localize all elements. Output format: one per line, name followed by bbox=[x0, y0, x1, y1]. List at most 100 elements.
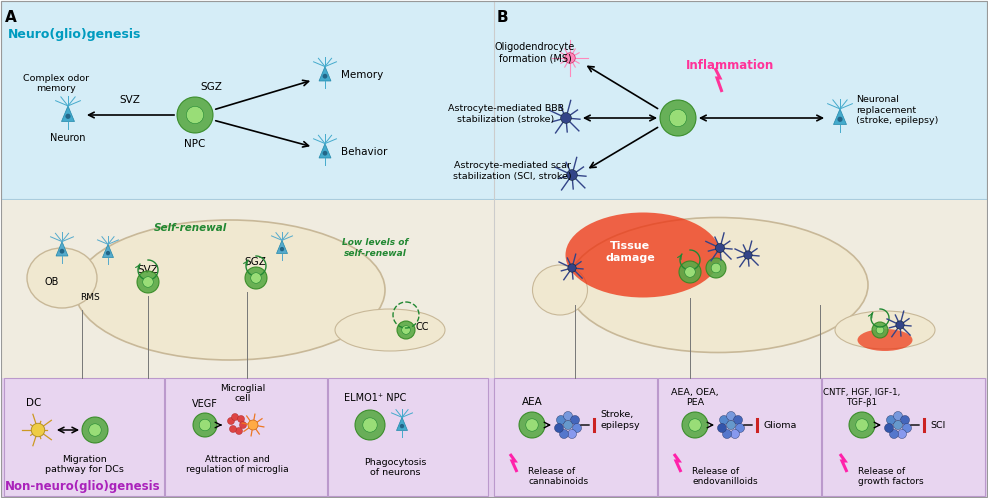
Polygon shape bbox=[103, 245, 114, 257]
Text: Release of
endovanilloids: Release of endovanilloids bbox=[692, 467, 758, 487]
Circle shape bbox=[251, 273, 261, 283]
Polygon shape bbox=[834, 109, 847, 124]
Circle shape bbox=[559, 429, 568, 439]
Circle shape bbox=[248, 420, 258, 430]
Text: Astrocyte-mediated BBB
stabilization (stroke): Astrocyte-mediated BBB stabilization (st… bbox=[448, 104, 564, 124]
Text: CNTF, HGF, IGF-1,
TGF-β1: CNTF, HGF, IGF-1, TGF-β1 bbox=[823, 387, 901, 407]
Circle shape bbox=[323, 151, 327, 155]
Polygon shape bbox=[56, 242, 68, 256]
Circle shape bbox=[565, 53, 575, 63]
Circle shape bbox=[397, 321, 415, 339]
FancyBboxPatch shape bbox=[1, 378, 987, 497]
Circle shape bbox=[669, 110, 687, 126]
Text: VEGF: VEGF bbox=[192, 399, 218, 409]
Ellipse shape bbox=[565, 213, 720, 297]
Ellipse shape bbox=[27, 248, 97, 308]
Circle shape bbox=[235, 427, 242, 434]
Circle shape bbox=[730, 429, 739, 439]
Polygon shape bbox=[396, 417, 407, 430]
Circle shape bbox=[402, 326, 410, 334]
Circle shape bbox=[679, 261, 701, 283]
FancyBboxPatch shape bbox=[165, 378, 327, 496]
Circle shape bbox=[567, 429, 577, 439]
Circle shape bbox=[719, 415, 728, 424]
Text: Neuro(glio)genesis: Neuro(glio)genesis bbox=[8, 28, 141, 41]
Text: SCI: SCI bbox=[930, 420, 946, 429]
Ellipse shape bbox=[835, 311, 935, 349]
Circle shape bbox=[363, 418, 377, 432]
Circle shape bbox=[886, 415, 895, 424]
Circle shape bbox=[893, 420, 902, 429]
FancyBboxPatch shape bbox=[1, 200, 987, 378]
Circle shape bbox=[200, 419, 210, 431]
Text: Astrocyte-mediated scar
stabilization (SCI, stroke): Astrocyte-mediated scar stabilization (S… bbox=[453, 161, 571, 181]
Text: Complex odor
memory: Complex odor memory bbox=[23, 74, 89, 93]
Circle shape bbox=[355, 410, 385, 440]
Ellipse shape bbox=[568, 218, 868, 353]
Circle shape bbox=[689, 419, 701, 431]
Circle shape bbox=[32, 423, 44, 437]
Circle shape bbox=[726, 411, 735, 420]
Circle shape bbox=[572, 423, 582, 432]
Circle shape bbox=[706, 258, 726, 278]
Circle shape bbox=[323, 74, 327, 79]
Circle shape bbox=[231, 413, 238, 420]
Text: SGZ: SGZ bbox=[200, 82, 222, 92]
Circle shape bbox=[685, 267, 696, 277]
Text: SGZ: SGZ bbox=[244, 257, 266, 267]
Circle shape bbox=[715, 244, 724, 252]
Text: Neuron: Neuron bbox=[50, 133, 86, 143]
Circle shape bbox=[900, 415, 910, 424]
Text: Microglial
cell: Microglial cell bbox=[220, 383, 266, 403]
Circle shape bbox=[554, 423, 563, 432]
Text: Phagocytosis
of neurons: Phagocytosis of neurons bbox=[364, 458, 426, 478]
Circle shape bbox=[682, 412, 708, 438]
Circle shape bbox=[711, 263, 721, 273]
Circle shape bbox=[59, 249, 64, 253]
Circle shape bbox=[227, 417, 234, 424]
Circle shape bbox=[82, 417, 108, 443]
Circle shape bbox=[142, 277, 153, 287]
FancyBboxPatch shape bbox=[4, 378, 164, 496]
Circle shape bbox=[245, 267, 267, 289]
Circle shape bbox=[89, 424, 101, 436]
Circle shape bbox=[229, 425, 236, 432]
Circle shape bbox=[560, 113, 571, 124]
Circle shape bbox=[526, 419, 538, 431]
Text: Neuronal
replacement
(stroke, epilepsy): Neuronal replacement (stroke, epilepsy) bbox=[856, 95, 939, 125]
Text: A: A bbox=[5, 10, 17, 25]
FancyBboxPatch shape bbox=[494, 378, 657, 496]
Circle shape bbox=[556, 415, 565, 424]
Text: Glioma: Glioma bbox=[763, 420, 796, 429]
Circle shape bbox=[106, 251, 111, 255]
Circle shape bbox=[897, 429, 907, 439]
Text: Non-neuro(glio)genesis: Non-neuro(glio)genesis bbox=[5, 480, 161, 493]
Circle shape bbox=[735, 423, 745, 432]
Circle shape bbox=[856, 419, 868, 431]
Circle shape bbox=[563, 420, 572, 429]
Circle shape bbox=[239, 421, 246, 428]
Text: Inflammation: Inflammation bbox=[686, 58, 775, 72]
Circle shape bbox=[717, 423, 726, 432]
Text: Attraction and
regulation of microglia: Attraction and regulation of microglia bbox=[186, 455, 288, 475]
Text: B: B bbox=[497, 10, 509, 25]
Ellipse shape bbox=[75, 220, 385, 360]
Circle shape bbox=[876, 326, 884, 334]
Circle shape bbox=[177, 97, 213, 133]
Text: OB: OB bbox=[44, 277, 59, 287]
Circle shape bbox=[65, 114, 70, 119]
Text: Behavior: Behavior bbox=[341, 147, 387, 157]
Polygon shape bbox=[277, 241, 288, 253]
FancyBboxPatch shape bbox=[822, 378, 985, 496]
Circle shape bbox=[400, 424, 404, 428]
Ellipse shape bbox=[335, 309, 445, 351]
Circle shape bbox=[889, 429, 898, 439]
Text: NPC: NPC bbox=[185, 139, 206, 149]
Text: Low levels of
self-renewal: Low levels of self-renewal bbox=[342, 239, 408, 257]
Text: Tissue
damage: Tissue damage bbox=[605, 241, 655, 263]
Text: SVZ: SVZ bbox=[137, 265, 158, 275]
Circle shape bbox=[872, 322, 888, 338]
Circle shape bbox=[137, 271, 159, 293]
Circle shape bbox=[849, 412, 875, 438]
Text: DC: DC bbox=[27, 398, 41, 408]
